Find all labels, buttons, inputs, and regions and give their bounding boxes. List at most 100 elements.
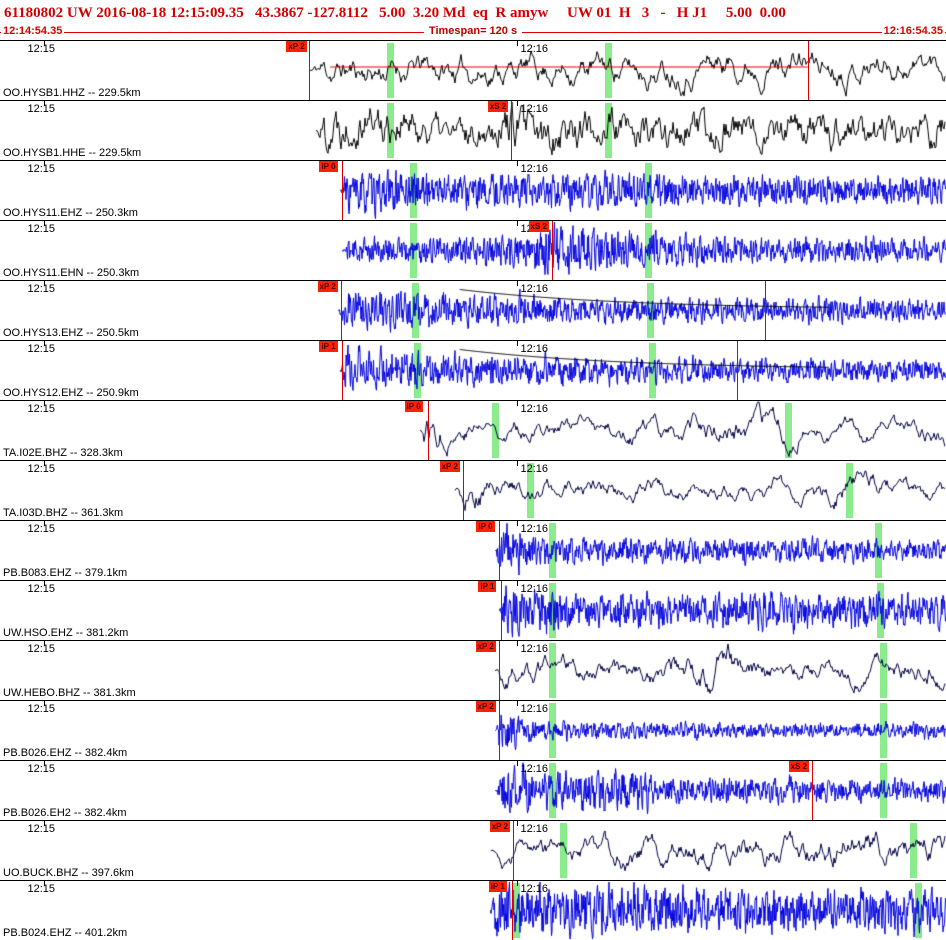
phase-pick-flag[interactable]: iP 0	[404, 401, 423, 412]
station-channel-label: OO.HYS11.EHN -- 250.3km	[3, 267, 140, 279]
minute-label: 12:16	[520, 163, 548, 175]
minute-label: 12:16	[520, 703, 548, 715]
minute-tick	[44, 701, 46, 706]
waveform-canvas[interactable]	[0, 521, 946, 580]
minute-tick	[517, 281, 519, 286]
station-channel-label: OO.HYSB1.HHE -- 229.5km	[3, 147, 142, 159]
phase-pick-flag[interactable]: xP 2	[475, 701, 496, 712]
minute-label: 12:15	[27, 703, 55, 715]
minute-label: 12:15	[27, 463, 55, 475]
trace-list: 12:15 12:16 OO.HYSB1.HHZ -- 229.5km xP 2…	[0, 40, 946, 940]
waveform-canvas[interactable]	[0, 581, 946, 640]
phase-pick-line[interactable]	[811, 761, 813, 820]
phase-pick-flag[interactable]: xS 2	[788, 761, 810, 772]
waveform-canvas[interactable]	[0, 281, 946, 340]
trace-row[interactable]: 12:15 12:16 PB.B083.EHZ -- 379.1km iP 0	[0, 520, 946, 580]
minute-label: 12:15	[27, 883, 55, 895]
waveform-canvas[interactable]	[0, 881, 946, 940]
phase-pick-flag[interactable]: iP 1	[488, 881, 507, 892]
phase-pick-line[interactable]	[511, 881, 513, 940]
phase-pick-line[interactable]	[309, 41, 311, 100]
phase-pick-line[interactable]	[551, 221, 553, 280]
minute-tick	[44, 281, 46, 286]
trace-row[interactable]: 12:15 12:16 PB.B026.EH2 -- 382.4km xS 2	[0, 760, 946, 820]
minute-tick	[44, 881, 46, 886]
phase-pick-line[interactable]	[498, 701, 500, 760]
trace-row[interactable]: 12:15 12:16 UW.HEBO.BHZ -- 381.3km xP 2	[0, 640, 946, 700]
trace-row[interactable]: 12:15 12:16 OO.HYS11.EHZ -- 250.3km iP 0	[0, 160, 946, 220]
minute-tick	[44, 461, 46, 466]
phase-pick-line[interactable]	[501, 581, 503, 640]
trace-row[interactable]: 12:15 12:16 OO.HYSB1.HHZ -- 229.5km xP 2	[0, 40, 946, 100]
phase-pick-flag[interactable]: iP 0	[476, 521, 495, 532]
phase-pick-line[interactable]	[427, 401, 429, 460]
station-channel-label: OO.HYS13.EHZ -- 250.5km	[3, 327, 139, 339]
coda-end-line[interactable]	[807, 41, 809, 100]
minute-label: 12:16	[520, 343, 548, 355]
trace-row[interactable]: 12:15 12:16 OO.HYS12.EHZ -- 250.9km iP 1	[0, 340, 946, 400]
waveform-canvas[interactable]	[0, 701, 946, 760]
station-channel-label: PB.B026.EH2 -- 382.4km	[3, 807, 127, 819]
station-channel-label: TA.I02E.BHZ -- 328.3km	[3, 447, 123, 459]
phase-pick-line[interactable]	[342, 161, 344, 220]
trace-row[interactable]: 12:15 12:16 TA.I02E.BHZ -- 328.3km iP 0	[0, 400, 946, 460]
trace-row[interactable]: 12:15 12:16 PB.B026.EHZ -- 382.4km xP 2	[0, 700, 946, 760]
minute-tick	[44, 341, 46, 346]
phase-pick-line[interactable]	[510, 101, 512, 160]
trace-row[interactable]: 12:15 12:16 OO.HYS11.EHN -- 250.3km xS 2	[0, 220, 946, 280]
minute-label: 12:16	[520, 103, 548, 115]
trace-row[interactable]: 12:15 12:16 OO.HYSB1.HHE -- 229.5km xS 2	[0, 100, 946, 160]
trace-row[interactable]: 12:15 12:16 TA.I03D.BHZ -- 361.3km xP 2	[0, 460, 946, 520]
minute-tick	[44, 401, 46, 406]
minute-tick	[517, 401, 519, 406]
phase-pick-flag[interactable]: iP 1	[478, 581, 497, 592]
waveform-canvas[interactable]	[0, 341, 946, 400]
phase-pick-flag[interactable]: xS 2	[487, 101, 509, 112]
minute-label: 12:16	[520, 403, 548, 415]
phase-pick-line[interactable]	[498, 641, 500, 700]
minute-label: 12:15	[27, 223, 55, 235]
phase-pick-line[interactable]	[342, 341, 344, 400]
trace-row[interactable]: 12:15 12:16 UO.BUCK.BHZ -- 397.6km xP 2	[0, 820, 946, 880]
phase-pick-line[interactable]	[462, 461, 464, 520]
waveform-canvas[interactable]	[0, 761, 946, 820]
trace-row[interactable]: 12:15 12:16 PB.B024.EHZ -- 401.2km iP 1	[0, 880, 946, 940]
waveform-canvas[interactable]	[0, 221, 946, 280]
station-channel-label: UW.HSO.EHZ -- 381.2km	[3, 627, 129, 639]
waveform-canvas[interactable]	[0, 821, 946, 880]
trace-row[interactable]: 12:15 12:16 UW.HSO.EHZ -- 381.2km iP 1	[0, 580, 946, 640]
minute-label: 12:16	[520, 43, 548, 55]
phase-pick-flag[interactable]: xP 2	[286, 41, 307, 52]
minute-tick	[517, 761, 519, 766]
phase-pick-line[interactable]	[512, 821, 514, 880]
trace-row[interactable]: 12:15 12:16 OO.HYS13.EHZ -- 250.5km xP 2	[0, 280, 946, 340]
phase-pick-flag[interactable]: xP 2	[475, 641, 496, 652]
minute-tick	[517, 821, 519, 826]
minute-label: 12:15	[27, 763, 55, 775]
waveform-canvas[interactable]	[0, 41, 946, 100]
window-start-time: 12:14:54.35	[1, 25, 65, 37]
station-channel-label: OO.HYS12.EHZ -- 250.9km	[3, 387, 139, 399]
phase-pick-flag[interactable]: xP 2	[317, 281, 338, 292]
waveform-canvas[interactable]	[0, 101, 946, 160]
waveform-canvas[interactable]	[0, 401, 946, 460]
phase-pick-flag[interactable]: xS 2	[528, 221, 549, 232]
phase-pick-flag[interactable]: iP 0	[319, 161, 338, 172]
header: 61180802 UW 2016-08-18 12:15:09.35 43.38…	[0, 0, 946, 40]
minute-tick	[44, 101, 46, 106]
phase-pick-flag[interactable]: xP 2	[489, 821, 511, 832]
waveform-canvas[interactable]	[0, 161, 946, 220]
phase-pick-flag[interactable]: iP 1	[319, 341, 338, 352]
waveform-canvas[interactable]	[0, 641, 946, 700]
phase-pick-line[interactable]	[340, 281, 342, 340]
phase-pick-flag[interactable]: xP 2	[439, 461, 460, 472]
minute-label: 12:16	[520, 883, 548, 895]
coda-end-line[interactable]	[736, 341, 738, 400]
minute-tick	[44, 161, 46, 166]
phase-pick-line[interactable]	[499, 521, 501, 580]
coda-end-line[interactable]	[765, 281, 767, 340]
minute-label: 12:15	[27, 103, 55, 115]
waveform-canvas[interactable]	[0, 461, 946, 520]
minute-label: 12:16	[520, 643, 548, 655]
